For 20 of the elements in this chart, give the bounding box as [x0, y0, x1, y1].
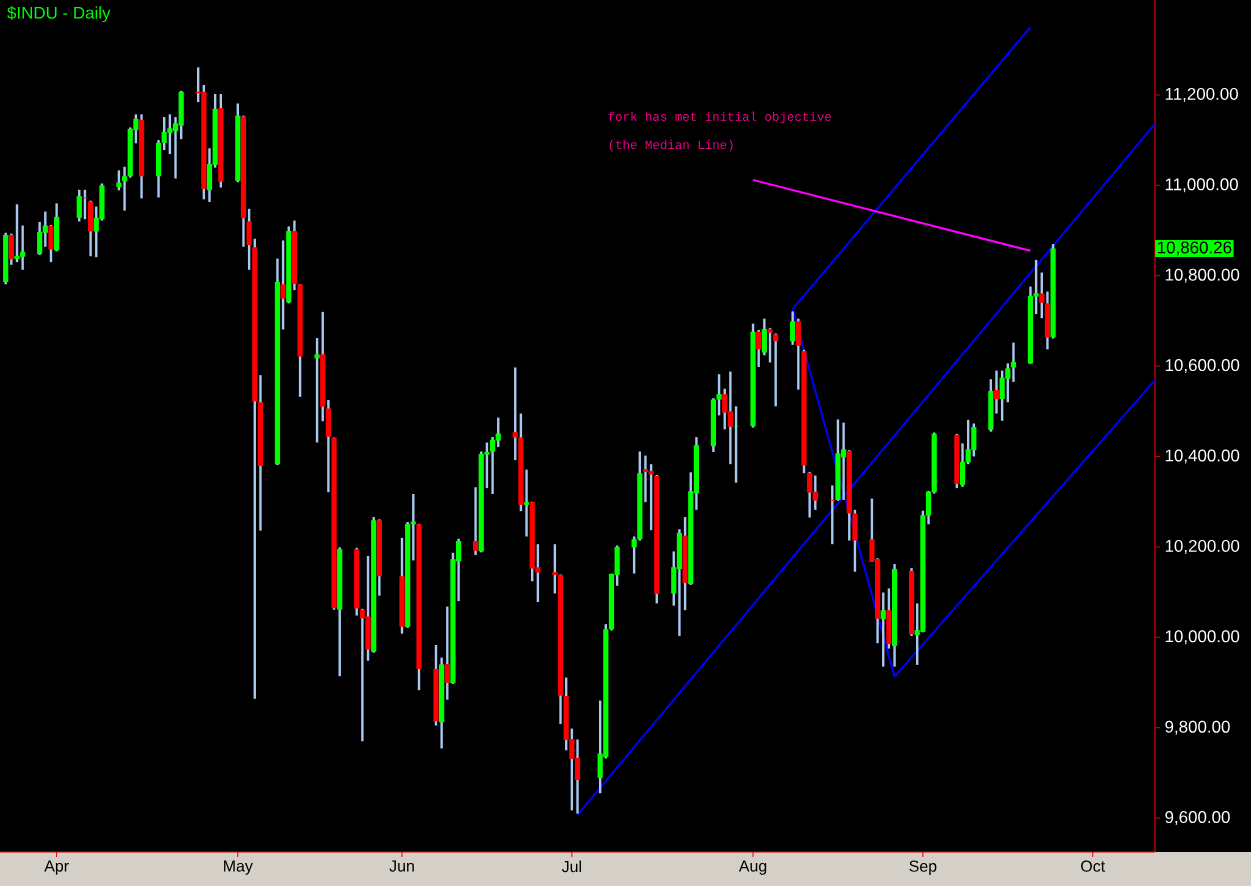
- x-tick-label: Jun: [389, 860, 414, 872]
- chart-title: $INDU - Daily: [7, 6, 111, 23]
- annotation: (the Median Line): [609, 139, 733, 152]
- y-tick-label: 10,000.00: [1165, 630, 1240, 645]
- y-tick-label: 9,600.00: [1165, 811, 1230, 826]
- y-tick-label: 10,800.00: [1165, 268, 1240, 283]
- y-tick-label: 10,200.00: [1165, 539, 1240, 554]
- x-tick-label: Jul: [561, 860, 581, 873]
- y-tick-label: 11,000.00: [1165, 178, 1238, 193]
- y-tick-label: 10,400.00: [1165, 449, 1240, 464]
- y-tick-label: 9,800.00: [1165, 720, 1230, 735]
- x-tick-label: Aug: [738, 860, 767, 875]
- x-tick-label: Apr: [44, 860, 69, 875]
- x-tick-label: Oct: [1081, 860, 1106, 872]
- y-tick-label: 10,600.00: [1165, 359, 1240, 374]
- annotation: fork has met initial objective: [608, 111, 831, 124]
- y-tick-label: 11,200.00: [1165, 87, 1238, 102]
- x-tick-label: Sep: [909, 860, 937, 875]
- text: 10,860.26: [1158, 241, 1232, 256]
- x-tick-label: May: [224, 860, 253, 875]
